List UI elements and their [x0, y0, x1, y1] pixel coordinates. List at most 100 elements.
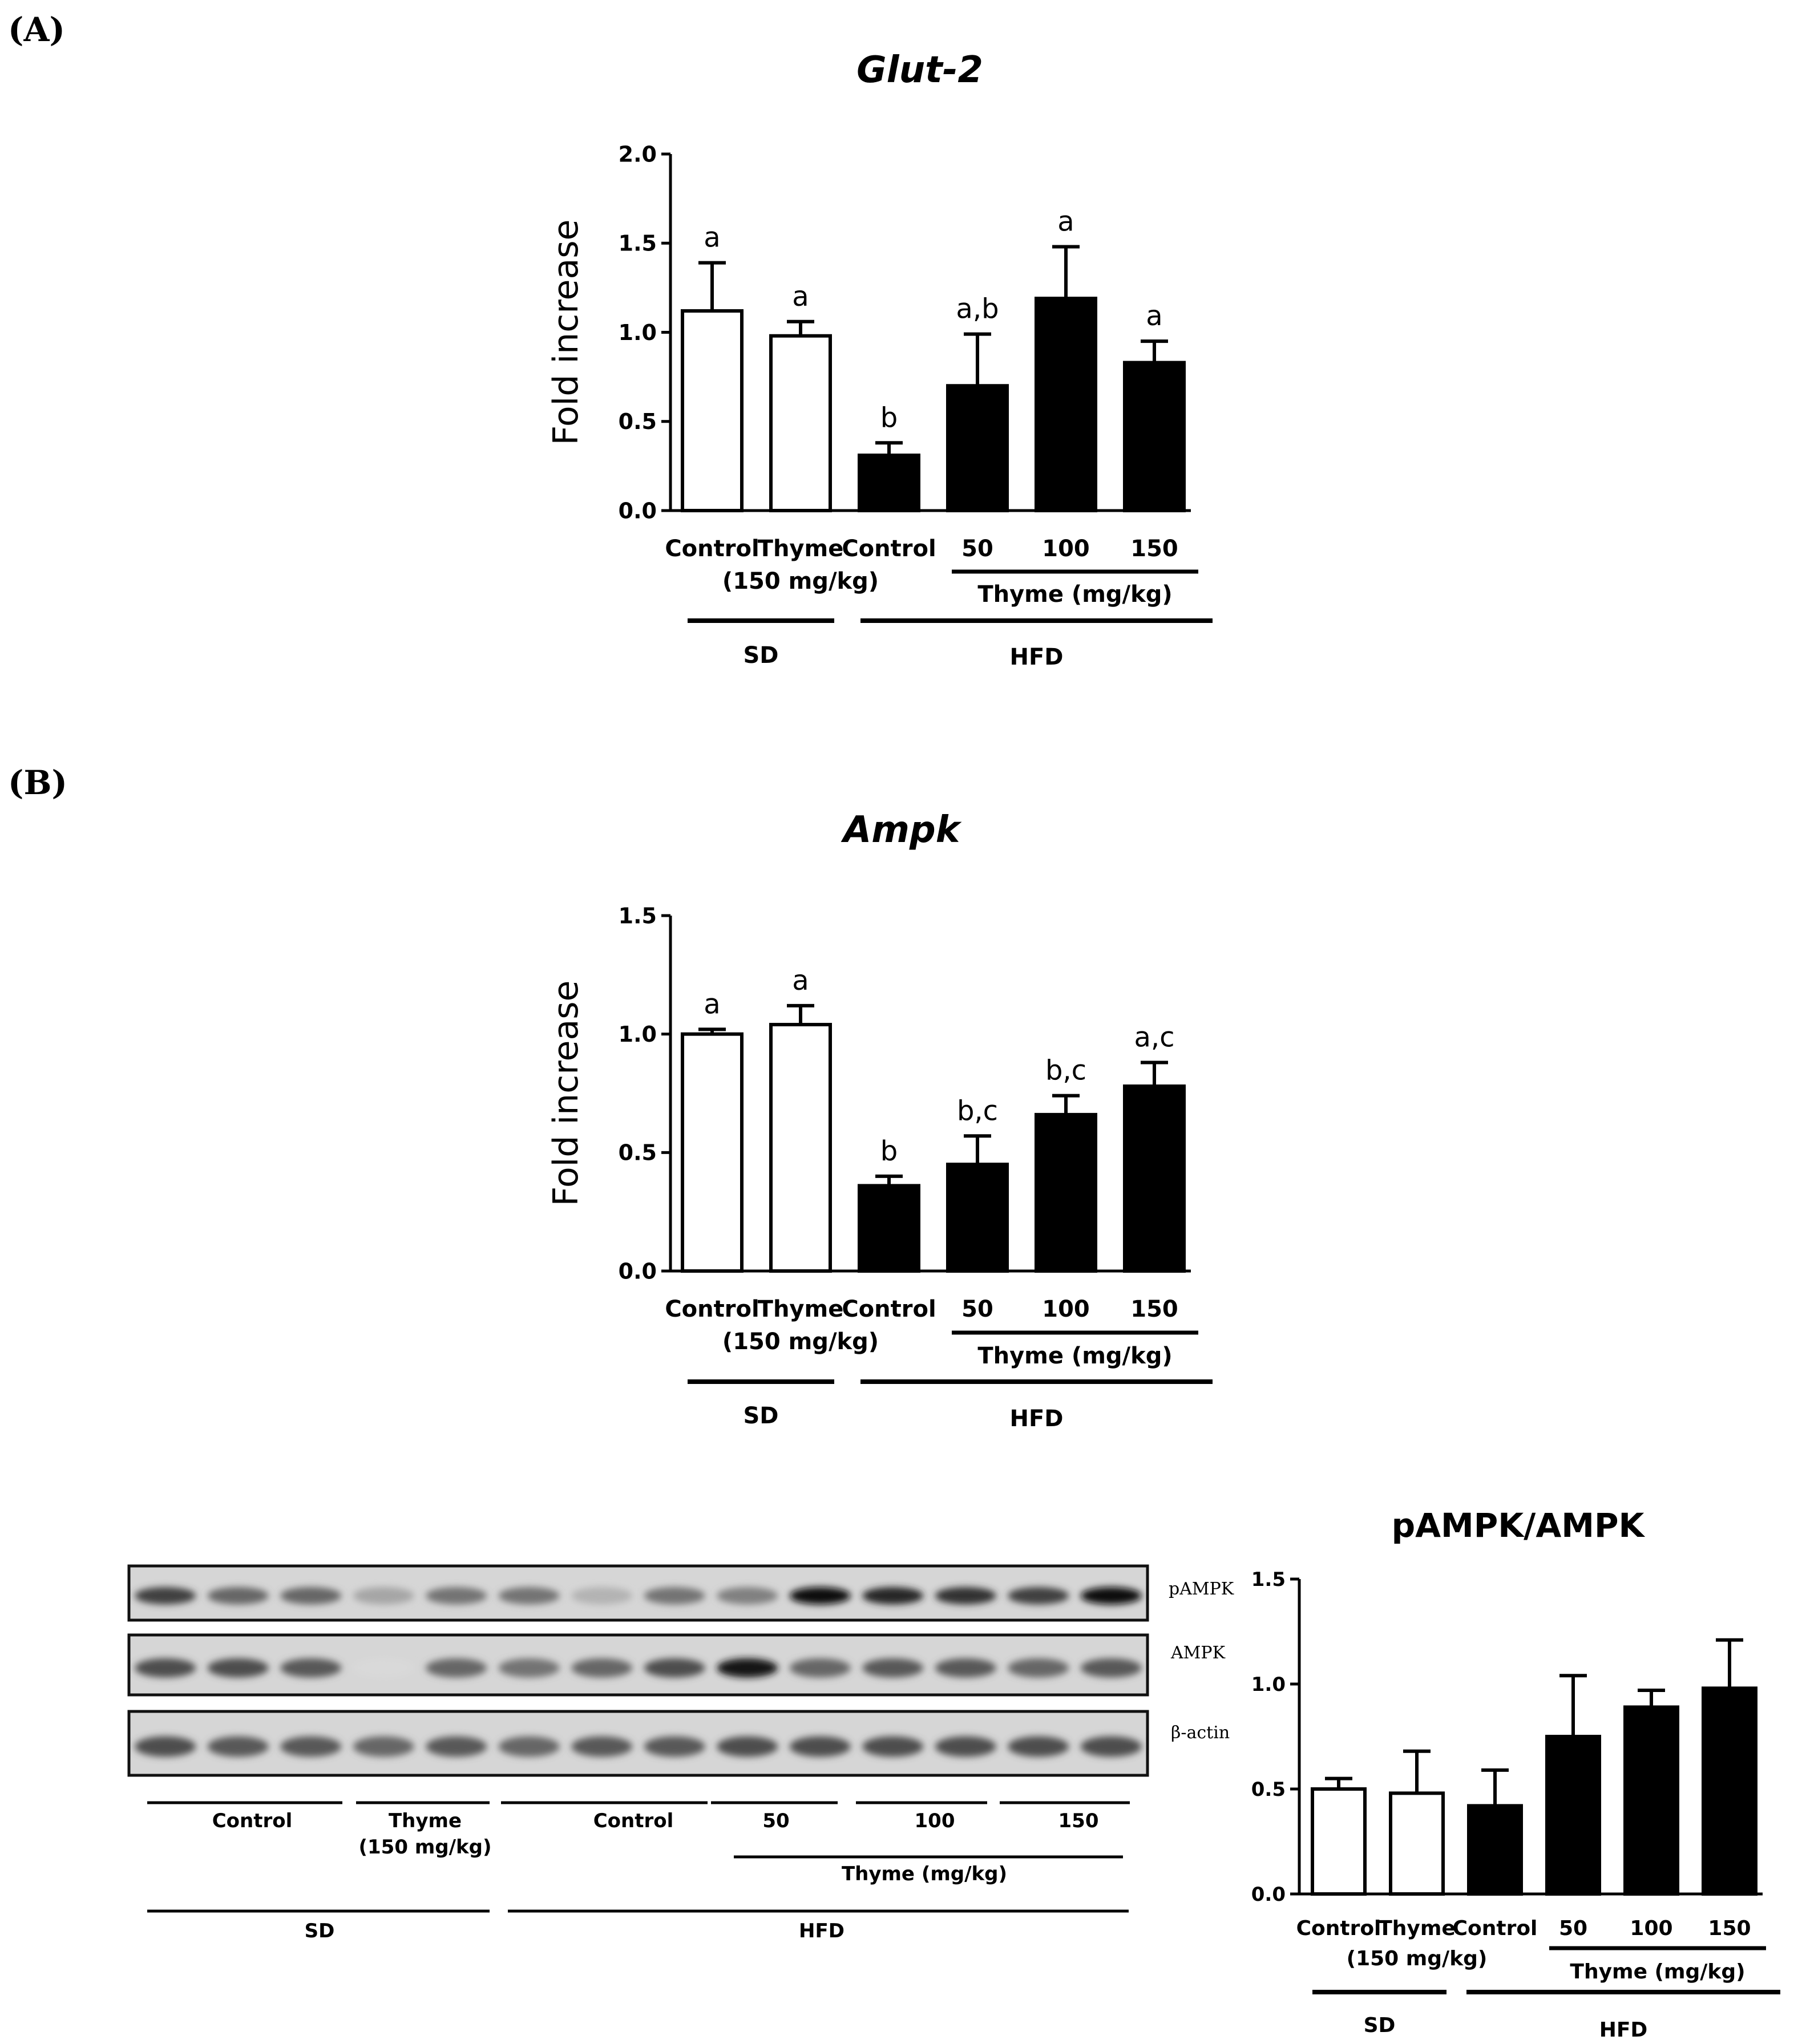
x-tick-label: 50	[961, 536, 993, 562]
significance-letter: a	[1057, 206, 1074, 238]
panel-label-a: (A)	[8, 10, 65, 49]
y-tick-label: 0.0	[1251, 1883, 1286, 1906]
blot-lane-thyme-dose: (150 mg/kg)	[358, 1836, 492, 1859]
blot-lane-control-sd: Control	[212, 1810, 293, 1832]
blot-band	[135, 1658, 196, 1678]
bar	[1035, 1112, 1097, 1273]
significance-letter: a	[1146, 300, 1162, 332]
blot-band	[1008, 1658, 1069, 1678]
y-tick-label: 1.5	[619, 231, 657, 256]
significance-letter: a	[704, 988, 720, 1020]
chart-title-ampk: Ampk	[843, 809, 960, 851]
bar	[681, 1032, 744, 1273]
x-tick-label: 50	[1559, 1917, 1587, 1940]
bar	[1702, 1686, 1757, 1896]
blot-label-beta-actin: β-actin	[1171, 1723, 1230, 1743]
blot-dose-group-label: Thyme (mg/kg)	[841, 1863, 1008, 1885]
blot-band	[862, 1587, 924, 1605]
blot-band	[280, 1587, 342, 1605]
diet-group-label-hfd: HFD	[1009, 1406, 1063, 1432]
significance-letter: a	[704, 222, 720, 254]
blot-band	[717, 1587, 778, 1605]
significance-letter: a	[792, 281, 809, 313]
x-tick-label: Thyme	[1378, 1917, 1456, 1940]
blot-band	[353, 1587, 414, 1605]
glut2-bar-chart: 0.0 0.5 1.0 1.5 2.0 Fold increase a Control a Thy…	[546, 141, 1213, 670]
blot-band	[935, 1736, 996, 1757]
x-tick-label: Thyme	[758, 1296, 844, 1322]
dose-group-label: Thyme (mg/kg)	[977, 581, 1172, 608]
blot-band	[644, 1587, 705, 1605]
blot-band	[644, 1658, 705, 1678]
x-tick-label: 100	[1042, 536, 1090, 562]
y-tick-label: 1.0	[1251, 1673, 1286, 1696]
x-tick-label: 150	[1130, 536, 1178, 562]
diet-group-label-sd: SD	[1364, 2014, 1396, 2037]
y-tick-label: 1.5	[1251, 1568, 1286, 1591]
x-tick-label: 150	[1708, 1917, 1751, 1940]
blot-strip-pampk	[127, 1564, 1149, 1622]
x-tick-label: Control	[842, 1296, 936, 1322]
y-tick-label: 0.0	[619, 498, 657, 523]
y-tick-label: 0.5	[1251, 1778, 1286, 1801]
blot-diet-sd: SD	[304, 1920, 335, 1942]
blot-band	[1080, 1658, 1142, 1678]
blot-band	[135, 1587, 196, 1605]
blot-band	[498, 1736, 560, 1757]
bar	[1389, 1791, 1445, 1896]
x-tick-label: 100	[1042, 1296, 1090, 1322]
blot-band	[1080, 1587, 1142, 1605]
blot-band	[426, 1658, 487, 1678]
y-tick-label: 0.0	[619, 1258, 657, 1284]
x-tick-label: Control	[665, 536, 759, 562]
blot-strip-ampk	[127, 1633, 1149, 1697]
dose-group-label: Thyme (mg/kg)	[977, 1343, 1172, 1369]
blot-band	[426, 1587, 487, 1605]
blot-band	[498, 1658, 560, 1678]
y-tick-label: 1.0	[619, 1022, 657, 1047]
x-tick-label: 50	[961, 1296, 993, 1322]
y-tick-label: 1.5	[619, 903, 657, 928]
x-tick-label: Thyme	[758, 536, 844, 562]
x-tick-sublabel: (150 mg/kg)	[722, 1329, 879, 1355]
blot-band	[426, 1736, 487, 1757]
significance-letter: b,c	[957, 1095, 998, 1127]
x-tick-label: 150	[1130, 1296, 1178, 1322]
blot-label-pampk: pAMPK	[1169, 1579, 1234, 1599]
y-tick-label: 0.5	[619, 409, 657, 434]
bar	[858, 454, 920, 512]
blot-band	[135, 1736, 196, 1757]
x-tick-sublabel: (150 mg/kg)	[1347, 1947, 1488, 1970]
y-axis-title: Fold increase	[546, 981, 586, 1207]
diet-group-label-hfd: HFD	[1009, 644, 1063, 670]
blot-diet-hfd: HFD	[799, 1920, 845, 1942]
y-tick-label: 0.5	[619, 1140, 657, 1165]
blot-lane-100: 100	[914, 1810, 955, 1832]
y-axis-title: Fold increase	[546, 220, 586, 446]
significance-letter: b	[880, 1135, 898, 1167]
blot-band	[644, 1736, 705, 1757]
bar	[946, 1163, 1009, 1273]
x-tick-label: Control	[1296, 1917, 1381, 1940]
significance-letter: b,c	[1045, 1055, 1086, 1087]
blot-band	[353, 1658, 414, 1678]
blot-lane-50: 50	[762, 1810, 790, 1832]
y-tick-label: 1.0	[619, 320, 657, 345]
blot-band	[862, 1736, 924, 1757]
panel-label-b: (B)	[8, 763, 67, 802]
bar	[946, 384, 1009, 512]
blot-band	[789, 1736, 851, 1757]
blot-band	[717, 1736, 778, 1757]
blot-band	[353, 1736, 414, 1757]
blot-band	[571, 1658, 633, 1678]
blot-band	[1008, 1736, 1069, 1757]
chart-title-pampk-ampk: pAMPK/AMPK	[1391, 1506, 1645, 1545]
significance-letter: a	[792, 965, 809, 997]
significance-letter: a,b	[956, 293, 999, 325]
bar	[681, 309, 744, 512]
blot-band	[280, 1658, 342, 1678]
bar	[1545, 1735, 1601, 1896]
x-tick-label: Control	[842, 536, 936, 562]
bar	[1123, 1084, 1186, 1273]
